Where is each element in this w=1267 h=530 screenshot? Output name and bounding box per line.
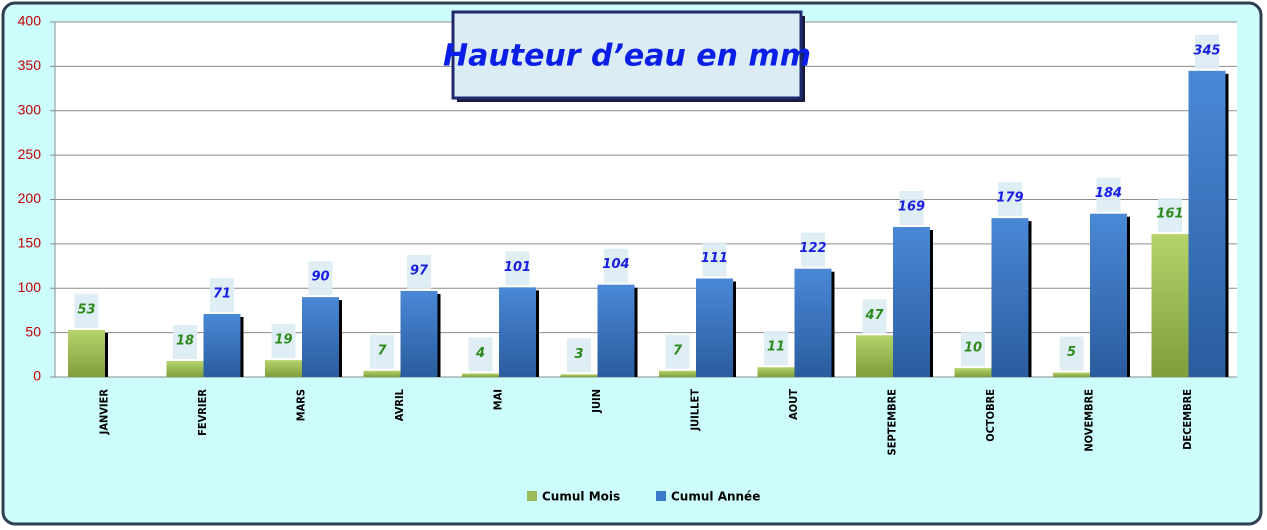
value-label: 4	[475, 346, 485, 361]
bar	[302, 297, 339, 377]
value-label: 345	[1193, 43, 1220, 58]
value-label: 101	[504, 260, 531, 275]
value-label-box	[702, 242, 727, 277]
x-tick-label: OCTOBRE	[984, 389, 997, 442]
x-tick-label: MARS	[294, 389, 307, 421]
x-tick-label: JUIN	[590, 389, 603, 414]
value-label-box	[173, 325, 197, 360]
value-label: 7	[377, 343, 387, 358]
value-label: 7	[673, 343, 683, 358]
value-label-box	[505, 251, 530, 286]
y-tick-label: 50	[25, 323, 41, 339]
value-label-box	[407, 254, 431, 289]
bar	[166, 361, 204, 377]
bar	[265, 360, 302, 377]
x-tick-label: NOVEMBRE	[1082, 389, 1095, 452]
x-tick-label: DECEMBRE	[1181, 389, 1194, 450]
bar	[400, 290, 438, 377]
y-tick-label: 0	[33, 368, 41, 384]
value-label-box	[764, 331, 788, 366]
title-box	[451, 10, 803, 100]
value-label: 47	[864, 308, 884, 323]
value-label-box	[308, 261, 333, 296]
x-tick-label: MAI	[491, 389, 504, 410]
bar	[893, 227, 930, 377]
value-label-box	[468, 337, 493, 372]
value-label-box	[1096, 177, 1121, 212]
value-label: 3	[574, 347, 583, 362]
bar	[462, 373, 499, 377]
value-label: 97	[410, 263, 429, 278]
y-tick-label: 400	[18, 13, 42, 29]
bar	[794, 268, 832, 377]
bar	[954, 368, 992, 377]
value-label: 19	[274, 333, 292, 348]
bar	[68, 329, 105, 377]
value-label-box	[271, 324, 296, 359]
value-label-box	[899, 191, 924, 226]
y-tick-label: 150	[18, 235, 42, 251]
legend-swatch	[527, 491, 537, 501]
bar	[560, 374, 598, 377]
value-label: 184	[1095, 186, 1122, 201]
x-tick-label: SEPTEMBRE	[885, 389, 898, 456]
y-tick-label: 200	[18, 190, 42, 206]
x-tick-label: AVRIL	[393, 388, 406, 421]
value-label-box	[604, 248, 628, 283]
bar	[696, 278, 733, 377]
legend-swatch	[656, 491, 666, 501]
value-label: 10	[964, 341, 982, 356]
value-label: 179	[996, 191, 1023, 206]
value-label: 71	[213, 286, 231, 301]
x-tick-label: JANVIER	[97, 389, 110, 436]
x-tick-label: JUILLET	[688, 389, 701, 432]
value-label: 111	[701, 251, 728, 266]
value-label: 122	[799, 241, 826, 256]
value-label-box	[370, 334, 394, 369]
y-tick-label: 300	[18, 101, 42, 117]
bar	[1090, 213, 1127, 377]
bar	[1188, 70, 1226, 377]
value-label-box	[1059, 336, 1084, 371]
value-label-box	[1195, 34, 1219, 69]
value-label: 90	[311, 270, 329, 285]
bar	[659, 370, 696, 377]
bar	[597, 284, 635, 377]
value-label-box	[665, 334, 690, 369]
chart-title: Hauteur d’eau en mm	[443, 39, 811, 74]
x-tick-label: FEVRIER	[196, 389, 209, 436]
bar	[363, 370, 401, 377]
value-label-box	[961, 332, 985, 367]
value-label: 5	[1067, 345, 1076, 360]
legend-label: Cumul Mois	[542, 490, 620, 504]
value-label: 18	[176, 334, 194, 349]
value-label-box	[801, 232, 825, 267]
bar	[856, 335, 893, 377]
value-label: 169	[898, 200, 925, 215]
value-label-box	[74, 293, 99, 328]
value-label: 11	[767, 340, 785, 355]
value-label-box	[1158, 198, 1182, 233]
value-label: 161	[1156, 207, 1183, 222]
value-label: 104	[602, 257, 629, 272]
bar	[991, 218, 1029, 377]
value-label-box	[862, 299, 887, 334]
bar	[203, 313, 241, 377]
legend-label: Cumul Année	[671, 490, 760, 504]
bar	[1053, 372, 1090, 377]
bar	[1151, 234, 1189, 377]
y-tick-label: 250	[18, 146, 42, 162]
bar	[757, 367, 795, 377]
value-label: 53	[77, 302, 95, 317]
y-tick-label: 100	[18, 279, 42, 295]
value-label-box	[210, 277, 234, 312]
x-tick-label: AOUT	[787, 389, 800, 420]
bar	[499, 287, 536, 377]
value-label-box	[567, 338, 591, 373]
y-tick-label: 350	[18, 57, 42, 73]
value-label-box	[998, 182, 1022, 217]
